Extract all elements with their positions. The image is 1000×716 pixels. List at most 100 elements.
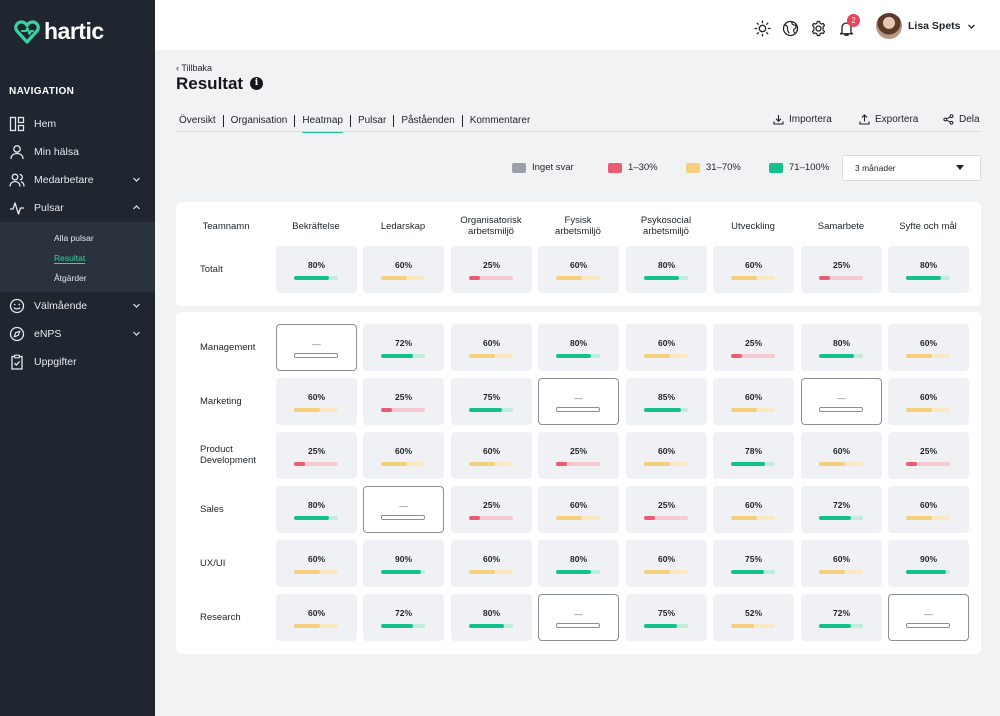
heatmap-cell[interactable]: 25%	[713, 324, 794, 371]
heatmap-cell[interactable]: 60%	[451, 324, 532, 371]
back-link[interactable]: ‹ Tillbaka	[176, 63, 213, 73]
heatmap-cell[interactable]: 72%	[801, 594, 882, 641]
import-button[interactable]: Importera	[773, 112, 832, 126]
subnav-item-label: Resultat	[54, 253, 86, 263]
heatmap-cell-empty[interactable]: —	[538, 594, 619, 641]
export-button[interactable]: Exportera	[859, 112, 918, 126]
heatmap-cell[interactable]: 60%	[451, 540, 532, 587]
heatmap-cell[interactable]: 25%	[276, 432, 357, 479]
heatmap-cell[interactable]: 75%	[451, 378, 532, 425]
heatmap-cell[interactable]: 90%	[363, 540, 444, 587]
cell-progress-track	[556, 516, 600, 520]
heatmap-cell[interactable]: 60%	[888, 324, 969, 371]
heatmap-cell[interactable]: 80%	[888, 246, 969, 293]
tab-heatmap[interactable]: Heatmap	[299, 113, 346, 133]
bell-icon[interactable]	[838, 20, 855, 37]
heatmap-cell[interactable]: 85%	[626, 378, 707, 425]
caret-down-icon	[956, 165, 964, 170]
sidebar-item-medarbetare[interactable]: Medarbetare	[0, 166, 155, 194]
cell-progress-fill	[556, 462, 567, 466]
cell-progress-fill	[381, 570, 421, 574]
heatmap-cell[interactable]: 60%	[276, 540, 357, 587]
heatmap-cell[interactable]: 60%	[801, 540, 882, 587]
period-select[interactable]: 3 månader	[842, 155, 981, 181]
tab-pulsar[interactable]: Pulsar	[357, 115, 387, 126]
heatmap-cell[interactable]: 90%	[888, 540, 969, 587]
heatmap-cell[interactable]: 25%	[451, 246, 532, 293]
heatmap-cell[interactable]: 60%	[363, 432, 444, 479]
sidebar-item-uppgifter[interactable]: Uppgifter	[0, 348, 155, 376]
heatmap-cell-empty[interactable]: —	[801, 378, 882, 425]
sidebar-item-min-halsa[interactable]: Min hälsa	[0, 138, 155, 166]
heatmap-cell[interactable]: 75%	[713, 540, 794, 587]
heatmap-cell[interactable]: 60%	[451, 432, 532, 479]
share-button[interactable]: Dela	[943, 112, 980, 126]
tab-kommentarer[interactable]: Kommentarer	[469, 115, 531, 126]
heatmap-cell[interactable]: 80%	[626, 246, 707, 293]
heatmap-cell[interactable]: 60%	[888, 486, 969, 533]
tab-oversikt[interactable]: Översikt	[179, 115, 216, 126]
sun-icon[interactable]	[754, 20, 771, 37]
globe-icon[interactable]	[782, 20, 799, 37]
heatmap-cell[interactable]: 25%	[451, 486, 532, 533]
heatmap-cell[interactable]: 60%	[276, 378, 357, 425]
heatmap-cell[interactable]: 60%	[713, 486, 794, 533]
heatmap-cell[interactable]: 60%	[538, 246, 619, 293]
subnav-item-alla-pulsar[interactable]: Alla pulsar	[0, 228, 155, 248]
heatmap-cell[interactable]: 80%	[276, 246, 357, 293]
heatmap-cell-empty[interactable]: —	[363, 486, 444, 533]
gear-icon[interactable]	[810, 20, 827, 37]
cell-progress-track	[819, 407, 863, 412]
heatmap-cell[interactable]: 80%	[538, 540, 619, 587]
cell-value: 80%	[569, 338, 587, 348]
heatmap-cell[interactable]: 25%	[363, 378, 444, 425]
heatmap-cell[interactable]: 72%	[801, 486, 882, 533]
heatmap-cell[interactable]: 25%	[626, 486, 707, 533]
cell-progress-track	[731, 516, 775, 520]
tab-organisation[interactable]: Organisation	[230, 115, 288, 126]
heatmap-cell[interactable]: 80%	[538, 324, 619, 371]
tab-pastaenden[interactable]: Påståenden	[401, 115, 455, 126]
sidebar-item-label: Pulsar	[34, 202, 64, 214]
heatmap-cell[interactable]: 60%	[276, 594, 357, 641]
heatmap-cell-empty[interactable]: —	[538, 378, 619, 425]
heatmap-cell-empty[interactable]: —	[888, 594, 969, 641]
heatmap-cell[interactable]: 60%	[626, 324, 707, 371]
cell-value: 25%	[482, 500, 500, 510]
subnav-item-atgarder[interactable]: Åtgärder	[0, 268, 155, 288]
heatmap-cell[interactable]: 25%	[538, 432, 619, 479]
sidebar-item-enps[interactable]: eNPS	[0, 320, 155, 348]
avatar[interactable]	[876, 13, 902, 39]
chevron-down-icon[interactable]	[967, 22, 976, 31]
sidebar-item-pulsar[interactable]: Pulsar	[0, 194, 155, 222]
heatmap-cell[interactable]: 80%	[276, 486, 357, 533]
heatmap-cell[interactable]: 60%	[363, 246, 444, 293]
heatmap-cell[interactable]: 52%	[713, 594, 794, 641]
cell-value: 25%	[307, 446, 325, 456]
cell-progress-fill	[731, 408, 758, 412]
heatmap-cell[interactable]: 78%	[713, 432, 794, 479]
user-name[interactable]: Lisa Spets	[908, 20, 961, 32]
heatmap-cell[interactable]: 25%	[888, 432, 969, 479]
heatmap-cell[interactable]: 60%	[801, 432, 882, 479]
logo[interactable]: hartic	[14, 18, 104, 45]
info-icon[interactable]: i	[250, 77, 263, 90]
sidebar-item-valmaende[interactable]: Välmående	[0, 292, 155, 320]
sidebar-item-hem[interactable]: Hem	[0, 110, 155, 138]
heatmap-cell[interactable]: 25%	[801, 246, 882, 293]
user-icon	[9, 144, 25, 160]
heatmap-cell[interactable]: 80%	[801, 324, 882, 371]
heatmap-cell[interactable]: 60%	[538, 486, 619, 533]
heatmap-cell[interactable]: 60%	[713, 378, 794, 425]
heatmap-cell[interactable]: 72%	[363, 594, 444, 641]
heatmap-cell[interactable]: 80%	[451, 594, 532, 641]
heatmap-cell[interactable]: 72%	[363, 324, 444, 371]
heatmap-cell[interactable]: 60%	[626, 540, 707, 587]
heatmap-cell[interactable]: 75%	[626, 594, 707, 641]
heatmap-cell[interactable]: 60%	[888, 378, 969, 425]
heatmap-cell[interactable]: 60%	[713, 246, 794, 293]
legend-mid: 31–70%	[686, 162, 741, 173]
subnav-item-resultat[interactable]: Resultat	[0, 248, 155, 268]
heatmap-cell[interactable]: 60%	[626, 432, 707, 479]
heatmap-cell-empty[interactable]: —	[276, 324, 357, 371]
